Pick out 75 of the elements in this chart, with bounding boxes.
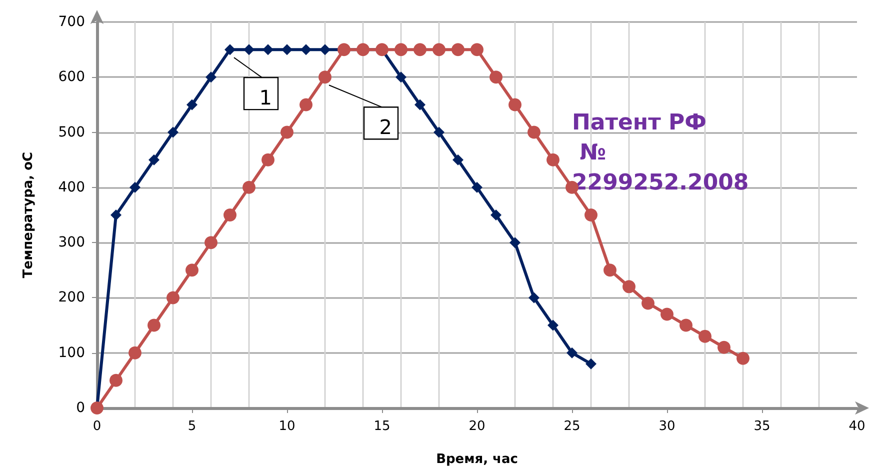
point (434, 126, 444, 138)
point (110, 210, 122, 220)
point (128, 346, 142, 360)
point (470, 43, 484, 56)
point (204, 236, 218, 250)
point (148, 318, 160, 332)
x-tick-label: 35 (754, 419, 770, 434)
point (490, 70, 502, 84)
annotation: Патент РФ № 2299252.2008 (572, 110, 749, 196)
point (584, 208, 598, 222)
x-tick-label: 0 (92, 419, 102, 434)
point (414, 43, 426, 56)
point (206, 72, 216, 83)
x-tick-label: 10 (278, 419, 296, 434)
point (414, 99, 426, 110)
point (166, 291, 180, 304)
x-tick-label: 15 (374, 419, 390, 434)
y-axis-title: Температура, оС (21, 152, 36, 278)
point (680, 318, 692, 332)
x-tick-label: 30 (658, 419, 676, 434)
y-tick-label: 100 (58, 344, 85, 361)
point (262, 153, 274, 166)
point (622, 280, 636, 294)
y-tick-label: 500 (58, 124, 85, 140)
point (282, 44, 292, 56)
point (130, 182, 140, 193)
y-tick-label: 700 (58, 14, 85, 30)
point (736, 352, 750, 365)
y-tick-label: 600 (58, 69, 85, 86)
x-tick-label: 20 (468, 419, 486, 434)
point (508, 98, 522, 112)
point (186, 264, 198, 277)
point (432, 43, 446, 56)
point (642, 296, 654, 310)
x-tick-label: 25 (564, 419, 580, 434)
series-label: 1 (259, 86, 272, 110)
point (244, 44, 254, 56)
y-tick-label: 0 (76, 400, 85, 416)
point (510, 237, 520, 248)
point (396, 72, 406, 83)
point (394, 43, 408, 56)
text: 2 (379, 115, 392, 140)
point (566, 347, 578, 358)
point (548, 320, 558, 331)
point (452, 154, 464, 166)
point (242, 180, 256, 194)
x-axis-title: Время, час (436, 452, 518, 467)
point (546, 153, 560, 166)
point (490, 210, 502, 220)
point (528, 292, 540, 304)
point (528, 126, 540, 139)
point (300, 98, 312, 112)
point (318, 70, 332, 84)
point (300, 44, 312, 56)
point (586, 358, 596, 370)
x-tick-label: 5 (188, 419, 196, 434)
point (718, 340, 730, 354)
point (110, 374, 122, 387)
point (472, 182, 482, 193)
point (148, 154, 160, 166)
point (320, 44, 330, 56)
point (186, 99, 198, 110)
y-tick-label: 400 (58, 179, 85, 196)
point (604, 264, 616, 277)
point (224, 208, 236, 222)
point (452, 43, 464, 56)
point (224, 44, 236, 56)
point (168, 126, 178, 138)
point (660, 308, 674, 321)
point (698, 330, 712, 343)
y-tick-label: 300 (58, 234, 85, 251)
y-tick-label: 200 (58, 290, 85, 306)
x-tick-label: 40 (848, 419, 866, 434)
point (262, 44, 274, 56)
point (280, 126, 294, 139)
